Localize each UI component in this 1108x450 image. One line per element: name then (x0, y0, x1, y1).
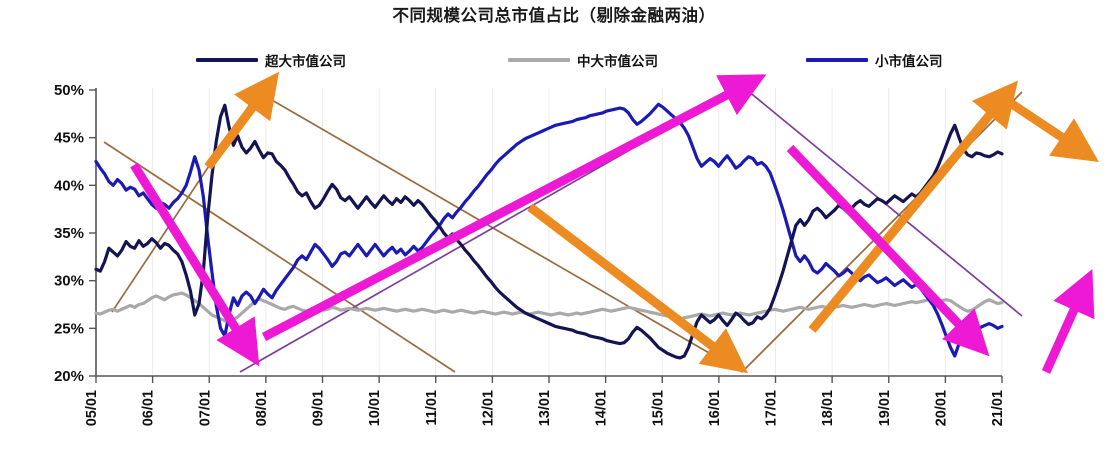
y-axis-ticks (89, 89, 96, 377)
orange-arrow-down-right (997, 92, 1099, 162)
y-axis-label: 50% (54, 82, 84, 99)
x-axis-label: 17/01 (764, 390, 780, 426)
x-axis-label: 20/01 (933, 390, 949, 426)
x-axis-label: 16/01 (707, 390, 723, 426)
x-axis-label: 15/01 (650, 390, 666, 426)
x-axis-label: 18/01 (820, 390, 836, 426)
chart-legend: 超大市值公司 中大市值公司 小市值公司 (0, 48, 1108, 74)
legend-item-mid: 中大市值公司 (508, 50, 658, 70)
x-axis-ticks (95, 376, 1003, 383)
x-axis-label: 10/01 (367, 390, 383, 426)
series-line-small (94, 102, 1004, 358)
x-axis-label: 05/01 (84, 390, 100, 426)
y-axis-label: 20% (54, 368, 84, 385)
chart-title: 不同规模公司总市值占比（剔除金融两油） (392, 6, 716, 25)
orange-arrow-up-right (808, 80, 1019, 333)
legend-label-small: 小市值公司 (875, 54, 943, 70)
x-axis-label: 19/01 (877, 390, 893, 426)
x-axis-label: 08/01 (254, 390, 270, 426)
x-axis-label: 14/01 (594, 390, 610, 426)
orange-arrow-up-left (204, 71, 280, 170)
series-line-mid (94, 291, 1004, 325)
legend-label-mid: 中大市值公司 (577, 54, 658, 70)
orange-arrow-down-mid (527, 203, 749, 374)
y-axis-label: 35% (54, 225, 84, 242)
y-axis-label: 40% (54, 177, 84, 194)
legend-item-small: 小市值公司 (806, 50, 943, 70)
annotation-arrows (130, 71, 1099, 374)
y-axis-label: 45% (54, 130, 84, 147)
y-axis-label: 30% (54, 273, 84, 290)
x-axis-label: 06/01 (141, 390, 157, 426)
magenta-arrow-down-left (130, 162, 260, 367)
y-axis-label: 25% (54, 320, 84, 337)
x-axis-label: 13/01 (537, 390, 553, 426)
thin-brown-trendline-3 (257, 91, 743, 373)
x-axis-label: 07/01 (197, 390, 213, 426)
magenta-arrow-up-far-right (1041, 269, 1095, 374)
x-axis-label: 11/01 (424, 390, 440, 426)
magenta-arrow-up-mid (261, 74, 767, 341)
thin-brown-trendline-4 (741, 91, 1023, 373)
thin-brown-trendline-1 (103, 141, 456, 373)
legend-swatch-small (806, 58, 868, 62)
x-axis-label: 21/01 (990, 390, 1006, 426)
magenta-arrow-down-right (786, 144, 990, 357)
x-axis-label: 09/01 (311, 390, 327, 426)
y-axis-labels: 50% 45% 40% 35% 30% 25% 20% (54, 82, 84, 385)
legend-swatch-mega (196, 58, 258, 62)
legend-label-mega: 超大市值公司 (265, 54, 346, 70)
legend-swatch-mid (508, 58, 570, 62)
x-axis-label: 12/01 (480, 390, 496, 426)
x-axis-labels: 05/01 06/01 07/01 08/01 09/01 10/01 11/01 12/01… (84, 390, 1006, 426)
legend-item-mega: 超大市值公司 (196, 50, 346, 70)
